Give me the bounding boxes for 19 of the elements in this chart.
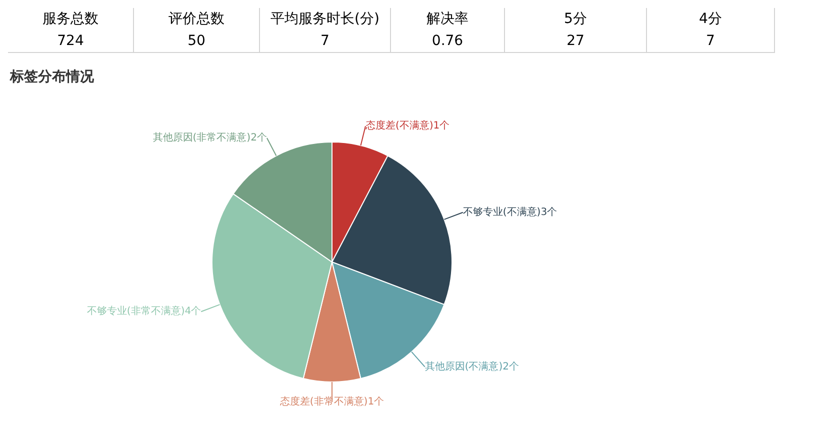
category-label: 5分 — [563, 10, 588, 29]
data-label: 724 — [56, 32, 85, 51]
chart-title: 标签分布情况 — [10, 68, 94, 86]
category-label: 平均服务时长(分) — [270, 10, 380, 29]
category-label: 4分 — [698, 10, 723, 29]
slice-label: 其他原因(不满意)2个 — [424, 360, 520, 372]
data-label: 50 — [186, 32, 206, 51]
slice-label: 态度差(不满意)1个 — [364, 120, 450, 132]
slice-label: 其他原因(非常不满意)2个 — [152, 132, 267, 144]
category-label: 服务总数 — [42, 10, 100, 29]
data-label: 7 — [705, 32, 716, 51]
data-label: 0.76 — [430, 32, 464, 51]
category-label: 解决率 — [426, 10, 470, 29]
slice-label: 态度差(非常不满意)1个 — [278, 396, 384, 408]
category-label: 评价总数 — [168, 10, 226, 29]
slice-label: 不够专业(非常不满意)4个 — [86, 305, 202, 318]
data-label: 27 — [566, 32, 586, 51]
slice-label: 不够专业(不满意)3个 — [462, 206, 558, 218]
data-label: 7 — [320, 32, 330, 51]
